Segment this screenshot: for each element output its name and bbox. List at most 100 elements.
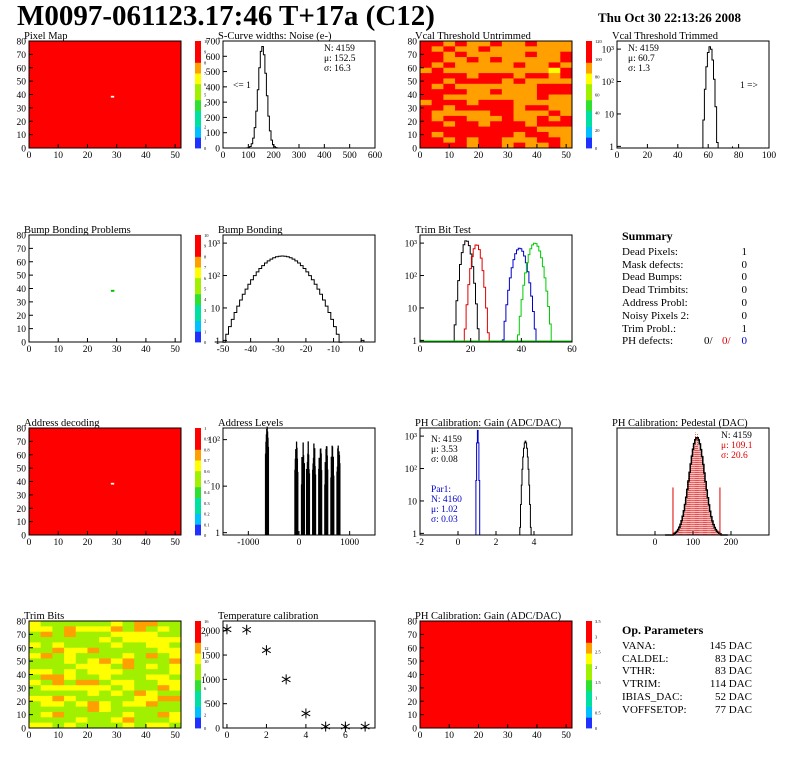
heatmap-cell bbox=[420, 41, 433, 47]
y-tick-label: 10 bbox=[17, 518, 27, 528]
x-tick-label: 0 bbox=[27, 345, 32, 355]
heatmap-cell bbox=[443, 46, 456, 53]
heatmap-cell bbox=[513, 711, 526, 718]
heatmap-cell bbox=[420, 663, 433, 670]
heatmap-cell bbox=[169, 621, 182, 627]
heatmap-cell bbox=[501, 89, 515, 95]
heatmap-cell bbox=[455, 78, 468, 85]
heatmap-cell bbox=[478, 711, 491, 718]
plot-title: Bump Bonding Problems bbox=[24, 225, 131, 236]
y-tick-label: 60 bbox=[17, 258, 27, 268]
heatmap-cell bbox=[560, 663, 573, 670]
heatmap-cell bbox=[431, 110, 444, 117]
heatmap-cell bbox=[536, 46, 550, 53]
series-line bbox=[475, 429, 481, 536]
plot-panel-6: Trim Bit Test 0 20 40 60 1 10 10² 10³ bbox=[405, 225, 577, 355]
heatmap-cell bbox=[513, 78, 526, 85]
heatmap-cell bbox=[478, 137, 491, 144]
heatmap-cell bbox=[490, 41, 503, 47]
heatmap-cell bbox=[420, 706, 433, 713]
heatmap-cell bbox=[501, 46, 515, 53]
heatmap-cell bbox=[490, 62, 503, 69]
heatmap-cell bbox=[536, 137, 550, 144]
heatmap-cell bbox=[431, 647, 444, 654]
palette-cell bbox=[195, 679, 201, 686]
heatmap-cell bbox=[548, 99, 561, 106]
heatmap-cell bbox=[64, 695, 77, 702]
heatmap-cell bbox=[443, 653, 456, 659]
heatmap-cell bbox=[466, 57, 479, 63]
heatmap-cell bbox=[431, 121, 444, 128]
heatmap-cell bbox=[548, 126, 561, 133]
heatmap-cell bbox=[501, 62, 515, 69]
plot-title: Pixel Map bbox=[24, 31, 67, 42]
heatmap-cell bbox=[443, 626, 456, 633]
heatmap-cell bbox=[466, 41, 479, 47]
plot-title: S-Curve widths: Noise (e-) bbox=[218, 31, 332, 42]
heatmap-cell bbox=[466, 51, 479, 58]
heatmap-cell bbox=[525, 711, 538, 718]
heatmap-cell bbox=[64, 711, 77, 718]
palette-label: 16 bbox=[204, 619, 209, 624]
palette-label: 0.5 bbox=[204, 480, 210, 485]
heatmap-cell bbox=[99, 621, 112, 627]
y-tick-label: 0 bbox=[21, 532, 26, 542]
heatmap-cell bbox=[431, 73, 444, 79]
palette-cell bbox=[195, 299, 201, 305]
heatmap-cell bbox=[420, 89, 433, 95]
summary-row: Dead Bumps: 0 bbox=[622, 271, 747, 284]
heatmap-cell bbox=[478, 105, 491, 112]
plot-panel-1: S-Curve widths: Noise (e-)0 100 200 300 400 5… bbox=[206, 31, 383, 161]
palette-cell bbox=[195, 78, 201, 85]
palette-cell bbox=[195, 89, 201, 95]
heatmap-cell bbox=[29, 722, 42, 729]
heatmap-cell bbox=[466, 642, 479, 649]
heatmap-cell bbox=[455, 637, 468, 643]
y-tick-label: 30 bbox=[17, 684, 27, 694]
heatmap-cell bbox=[513, 89, 526, 95]
heatmap-cell bbox=[75, 647, 88, 654]
heatmap-cell bbox=[513, 137, 526, 144]
op-parameters-table: Op. Parameters VANA: 145 DAC CALDEL: 83 DA… bbox=[622, 624, 752, 717]
heatmap-cell bbox=[420, 51, 433, 58]
page-title: M0097-061123.17:46 T+17a (C12) bbox=[17, 0, 435, 32]
palette-cell bbox=[195, 449, 201, 456]
heatmap-cell bbox=[87, 690, 100, 697]
heatmap-cell bbox=[466, 115, 479, 122]
heatmap-cell bbox=[536, 99, 550, 106]
palette-cell bbox=[195, 647, 201, 654]
heatmap-cell bbox=[87, 701, 100, 708]
heatmap-cell bbox=[52, 685, 65, 692]
heatmap-cell bbox=[466, 653, 479, 659]
heatmap-cell bbox=[536, 695, 550, 702]
heatmap-cell bbox=[525, 706, 538, 713]
y-tick-label: 60 bbox=[408, 644, 418, 654]
heatmap-cell bbox=[513, 653, 526, 659]
heatmap-cell bbox=[501, 121, 515, 128]
heatmap-cell bbox=[490, 674, 503, 681]
x-tick-label: 60 bbox=[703, 151, 713, 161]
heatmap-cell bbox=[466, 647, 479, 654]
heatmap-cell bbox=[501, 105, 515, 112]
palette-label: 10 bbox=[204, 233, 209, 238]
palette-cell bbox=[195, 438, 201, 445]
palette-cell bbox=[586, 73, 592, 79]
heatmap-cell bbox=[420, 658, 433, 665]
heatmap-cell bbox=[466, 706, 479, 713]
heatmap-cell bbox=[145, 706, 159, 713]
heatmap-cell bbox=[99, 717, 112, 724]
heatmap-cell bbox=[536, 626, 550, 633]
palette-cell bbox=[195, 631, 201, 638]
heatmap-cell bbox=[29, 717, 42, 724]
heatmap-cell bbox=[455, 41, 468, 47]
y-tick-label: 10 bbox=[211, 483, 221, 493]
heatmap-cell bbox=[52, 690, 65, 697]
heatmap-cell bbox=[431, 701, 444, 708]
stats-label: σ: 20.6 bbox=[721, 451, 748, 461]
heatmap-cell bbox=[443, 99, 456, 106]
heatmap-cell bbox=[536, 57, 550, 63]
palette-cell bbox=[195, 105, 201, 111]
heatmap-cell bbox=[75, 669, 88, 675]
heatmap-cell bbox=[560, 711, 573, 718]
heatmap-cell bbox=[560, 131, 573, 138]
